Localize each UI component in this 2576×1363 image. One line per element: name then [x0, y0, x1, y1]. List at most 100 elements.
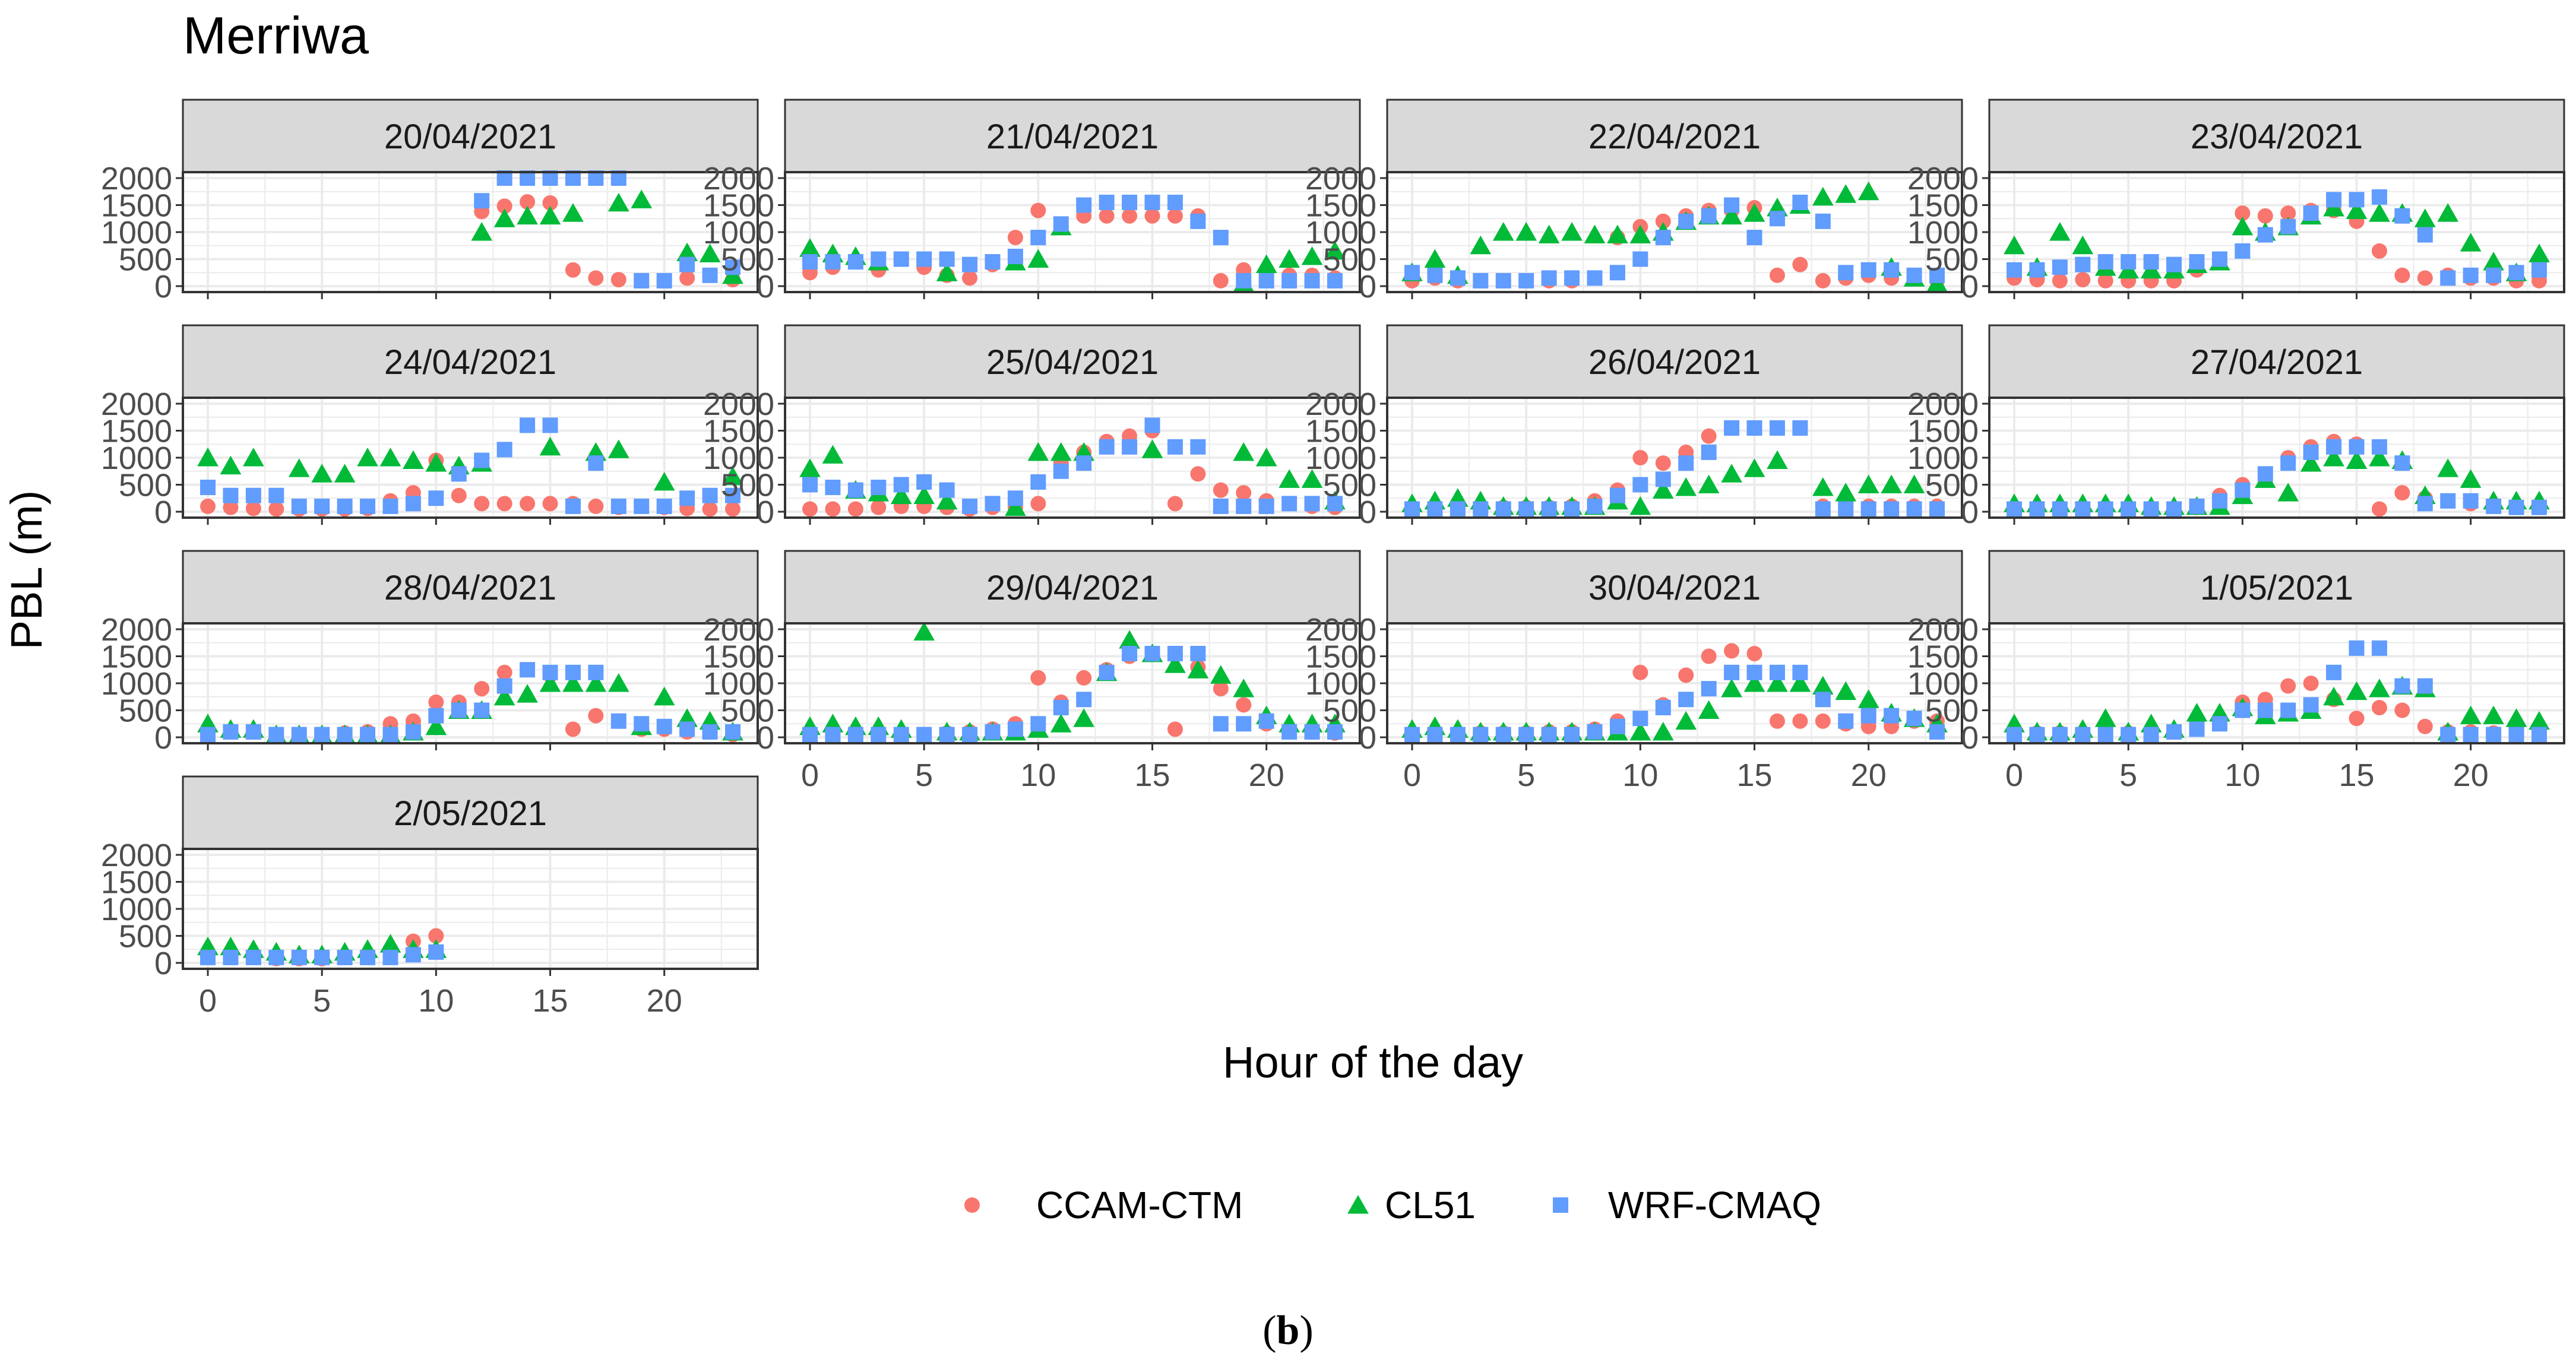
panel-strip — [1988, 550, 2565, 625]
y-tick-label: 1500 — [101, 188, 172, 224]
data-point-wrf-cmaq — [2235, 482, 2251, 498]
data-point-cl51 — [1027, 249, 1049, 268]
data-point-wrf-cmaq — [2211, 716, 2227, 732]
data-point-wrf-cmaq — [451, 466, 467, 482]
x-tick-label: 20 — [1249, 757, 1284, 793]
y-tick-label: 0 — [154, 269, 172, 305]
data-point-wrf-cmaq — [1450, 501, 1466, 517]
y-tick-label: 2000 — [1305, 612, 1376, 648]
y-tick-label: 1000 — [101, 440, 172, 476]
data-point-wrf-cmaq — [634, 498, 650, 514]
data-point-cl51 — [1652, 480, 1674, 499]
panel-strip — [182, 775, 759, 850]
data-point-ccam-ctm — [2235, 205, 2251, 221]
data-point-ccam-ctm — [1632, 664, 1648, 680]
y-tick-label: 500 — [119, 242, 172, 278]
panel-border — [182, 622, 759, 744]
data-point-wrf-cmaq — [496, 678, 512, 694]
data-point-ccam-ctm — [1213, 482, 1229, 498]
data-point-wrf-cmaq — [1427, 267, 1443, 283]
data-point-wrf-cmaq — [337, 949, 353, 965]
data-point-cl51 — [1743, 458, 1765, 477]
data-point-wrf-cmaq — [2394, 455, 2410, 471]
data-point-cl51 — [1629, 224, 1651, 243]
data-point-wrf-cmaq — [2303, 697, 2319, 713]
data-point-wrf-cmaq — [1541, 270, 1557, 286]
legend-item-wrf-cmaq: WRF-CMAQ — [1553, 1184, 1821, 1226]
data-point-wrf-cmaq — [2280, 702, 2296, 718]
data-point-wrf-cmaq — [405, 724, 421, 740]
y-tick-label: 500 — [721, 242, 774, 278]
data-point-wrf-cmaq — [1167, 194, 1183, 210]
data-point-ccam-ctm — [2394, 702, 2410, 718]
data-point-cl51 — [425, 716, 447, 736]
data-point-wrf-cmaq — [2257, 702, 2273, 718]
y-tick-label: 1500 — [703, 414, 774, 449]
data-point-cl51 — [1278, 249, 1300, 268]
data-point-cl51 — [1629, 721, 1651, 741]
y-tick-label: 1000 — [703, 215, 774, 251]
panel-strip — [784, 324, 1361, 399]
data-point-wrf-cmaq — [2531, 727, 2547, 743]
series-wrf-cmaq — [802, 417, 1343, 514]
data-point-ccam-ctm — [1030, 670, 1046, 686]
data-point-cl51 — [2277, 483, 2299, 502]
data-point-wrf-cmaq — [1281, 272, 1298, 289]
data-point-cl51 — [493, 208, 515, 227]
x-axis-label: Hour of the day — [1223, 1038, 1523, 1087]
y-tick-label: 0 — [1359, 720, 1376, 756]
data-point-wrf-cmaq — [2508, 499, 2524, 515]
data-point-wrf-cmaq — [2417, 496, 2433, 512]
data-point-wrf-cmaq — [542, 664, 558, 680]
data-point-wrf-cmaq — [2029, 501, 2045, 517]
data-point-wrf-cmaq — [428, 490, 444, 506]
data-point-wrf-cmaq — [1792, 420, 1808, 436]
legend-marker-cl51 — [1347, 1195, 1369, 1214]
y-tick-label: 500 — [1323, 693, 1376, 729]
data-point-wrf-cmaq — [1281, 724, 1298, 740]
data-point-wrf-cmaq — [1427, 727, 1443, 743]
data-point-cl51 — [607, 673, 629, 692]
data-point-wrf-cmaq — [1769, 664, 1785, 680]
legend: CCAM-CTM CL51 WRF-CMAQ — [964, 1184, 1821, 1226]
data-point-wrf-cmaq — [985, 496, 1001, 512]
panel-strip-label: 2/05/2021 — [394, 794, 547, 833]
data-point-wrf-cmaq — [1427, 501, 1443, 517]
panel-strip-label: 30/04/2021 — [1588, 569, 1761, 607]
x-tick-label: 20 — [647, 983, 682, 1019]
data-point-wrf-cmaq — [871, 251, 887, 267]
data-point-wrf-cmaq — [223, 487, 239, 503]
data-point-wrf-cmaq — [1144, 417, 1160, 433]
data-point-ccam-ctm — [962, 270, 978, 286]
data-point-wrf-cmaq — [2052, 259, 2068, 275]
data-point-wrf-cmaq — [1258, 713, 1274, 729]
data-point-ccam-ctm — [1678, 667, 1694, 683]
y-tick-label: 1000 — [703, 666, 774, 702]
data-point-ccam-ctm — [2349, 711, 2365, 727]
y-tick-label: 2000 — [1907, 612, 1979, 648]
data-point-cl51 — [357, 448, 378, 467]
y-tick-label: 2000 — [101, 838, 172, 873]
data-point-wrf-cmaq — [1053, 463, 1069, 479]
data-point-wrf-cmaq — [2417, 227, 2433, 243]
data-point-cl51 — [1073, 708, 1095, 727]
y-tick-label: 2000 — [1305, 161, 1376, 196]
x-tick-label: 5 — [313, 983, 331, 1019]
data-point-cl51 — [585, 673, 607, 692]
data-point-wrf-cmaq — [1815, 501, 1831, 517]
data-point-wrf-cmaq — [2371, 439, 2387, 455]
data-point-wrf-cmaq — [1564, 270, 1580, 286]
data-point-wrf-cmaq — [405, 947, 421, 963]
data-point-cl51 — [334, 464, 356, 483]
data-point-wrf-cmaq — [1678, 692, 1694, 708]
data-point-wrf-cmaq — [802, 477, 818, 493]
data-point-wrf-cmaq — [1518, 501, 1534, 517]
y-tick-label: 0 — [1359, 495, 1376, 530]
data-point-wrf-cmaq — [1587, 270, 1603, 286]
data-point-cl51 — [799, 458, 821, 477]
data-point-wrf-cmaq — [1838, 713, 1854, 729]
